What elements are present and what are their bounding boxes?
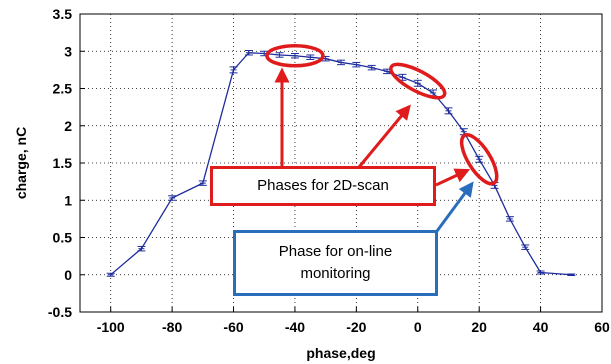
highlight-ellipse (389, 62, 447, 100)
arrow-red (435, 168, 471, 187)
data-point (306, 54, 315, 60)
data-point (352, 61, 361, 68)
x-tick-label: -60 (223, 319, 243, 335)
data-point (198, 180, 207, 186)
arrow-red (353, 104, 411, 173)
y-tick-label: 0.5 (53, 230, 73, 246)
y-tick-label: 3.5 (53, 6, 73, 22)
callout-monitor-line2: monitoring (300, 265, 371, 282)
x-tick-label: -80 (162, 319, 182, 335)
callout-2d-scan-text: Phases for 2D-scan (257, 177, 389, 194)
x-axis-label: phase,deg (306, 345, 375, 361)
y-tick-label: 2 (64, 118, 72, 134)
callout-2d-scan: Phases for 2D-scan (210, 166, 436, 206)
x-tick-label: -20 (346, 319, 366, 335)
data-point (367, 64, 376, 71)
data-point (106, 272, 115, 277)
highlight-ellipses (265, 43, 499, 186)
y-tick-label: 1 (64, 192, 72, 208)
y-tick-label: 3 (64, 43, 72, 59)
x-tick-label: 60 (594, 319, 610, 335)
data-point (290, 52, 299, 59)
data-point (275, 52, 284, 58)
data-point (521, 244, 530, 250)
data-point (229, 66, 238, 74)
data-point (398, 73, 407, 81)
data-point (137, 245, 146, 252)
data-point (475, 155, 484, 163)
data-point (444, 107, 453, 115)
y-tick-label: -0.5 (48, 304, 72, 320)
highlight-ellipse (459, 133, 499, 186)
series (106, 50, 576, 277)
data-point (536, 270, 545, 275)
ticks: -100 -80 -60 -40 -20 0 20 40 60 -0.5 0 0.5 1 1.5 2 2.5 3… (48, 6, 610, 335)
x-tick-label: 0 (414, 319, 422, 335)
highlight-ellipse (265, 43, 325, 68)
data-point (413, 79, 422, 87)
data-point (505, 216, 514, 222)
x-tick-label: 20 (471, 319, 487, 335)
x-tick-label: -40 (285, 319, 305, 335)
x-tick-label: 40 (533, 319, 549, 335)
y-tick-label: 0 (64, 267, 72, 283)
y-tick-label: 2.5 (53, 81, 73, 97)
y-tick-label: 1.5 (53, 155, 73, 171)
callout-monitor-line1: Phase for on-line (278, 243, 393, 260)
data-point (168, 195, 177, 201)
y-axis-label: charge, nC (13, 127, 29, 199)
data-point (244, 50, 253, 56)
x-tick-label: -100 (97, 319, 125, 335)
callout-online-monitoring: Phase for on-line monitoring (233, 230, 438, 296)
data-point (567, 273, 576, 276)
data-point (337, 59, 345, 66)
